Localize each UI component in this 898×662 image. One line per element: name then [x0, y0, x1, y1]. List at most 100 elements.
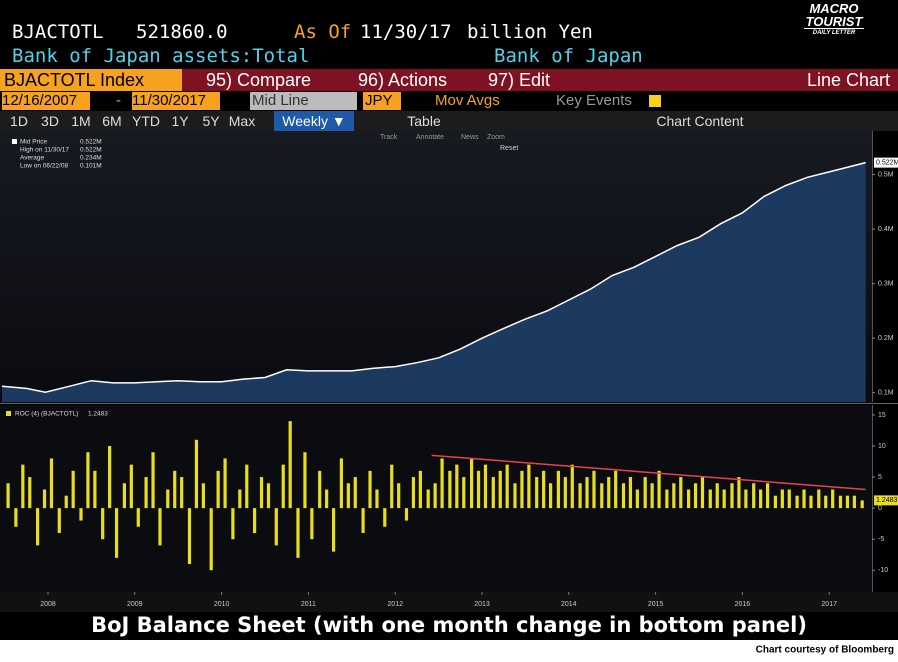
roc-bar	[266, 483, 271, 509]
roc-bar	[621, 483, 626, 509]
roc-bar	[845, 495, 850, 509]
last-value-tag	[874, 157, 898, 168]
period-button[interactable]: 1Y	[171, 113, 189, 129]
x-tick-label: 2009	[127, 601, 143, 608]
roc-bar	[325, 489, 329, 509]
legend-label: High on 11/30/17	[20, 147, 69, 154]
roc-bar	[209, 508, 213, 571]
roc-bar	[353, 477, 357, 509]
roc-bar	[71, 470, 75, 509]
roc-bar	[274, 508, 278, 546]
roc-bar	[715, 483, 719, 509]
period-button[interactable]: 6M	[102, 113, 122, 129]
y-tick-label: 15	[878, 412, 886, 419]
mov-avgs[interactable]: Mov Avgs	[435, 92, 500, 109]
x-tick-label: 2011	[301, 601, 316, 608]
key-events[interactable]: Key Events	[556, 92, 632, 109]
legend-value: 0.101M	[80, 163, 102, 170]
roc-bar	[765, 483, 770, 509]
chart-content[interactable]: Chart Content	[656, 113, 744, 129]
roc-bar	[201, 483, 205, 509]
source: Bank of Japan	[494, 45, 643, 67]
legend-label: ROC (4) (BJACTOTL)	[15, 411, 78, 418]
roc-bar	[752, 483, 756, 509]
roc-bar	[331, 508, 336, 552]
roc-bar	[194, 439, 199, 509]
roc-bar	[643, 477, 647, 509]
period-button[interactable]: Max	[228, 113, 256, 129]
roc-bar	[158, 508, 162, 546]
legend-swatch	[12, 139, 17, 144]
period-button[interactable]: 1D	[10, 113, 28, 129]
roc-bar	[505, 464, 509, 509]
roc-bar	[700, 477, 705, 509]
roc-bar	[223, 458, 227, 509]
x-tick-label: 2016	[735, 601, 751, 608]
frequency[interactable]: Weekly ▼	[274, 111, 354, 131]
period-button[interactable]: 5Y	[202, 113, 220, 129]
legend-value: 0.522M	[80, 147, 102, 154]
chart-tool: Annotate	[416, 134, 444, 141]
roc-bar	[476, 470, 481, 509]
ticker: BJACTOTL	[12, 21, 104, 43]
start-date[interactable]: 12/16/2007	[2, 92, 90, 110]
roc-bar	[831, 489, 835, 509]
edit-button[interactable]: 97) Edit	[488, 70, 551, 90]
last-value-tag	[874, 495, 898, 506]
roc-bar	[114, 508, 119, 558]
roc-bar	[679, 477, 683, 509]
roc-bar	[556, 470, 560, 509]
price-field[interactable]: Mid Line	[250, 92, 357, 110]
roc-bar	[527, 464, 531, 509]
currency[interactable]: JPY	[363, 92, 401, 110]
roc-bar	[635, 489, 639, 509]
x-tick-label: 2010	[214, 601, 230, 608]
roc-bar	[397, 483, 401, 509]
info-icon[interactable]	[649, 95, 661, 107]
roc-bar	[49, 458, 54, 509]
y-tick-label: 10	[878, 443, 886, 450]
roc-bar	[310, 508, 314, 540]
period-button[interactable]: YTD	[132, 113, 160, 129]
roc-bar	[657, 470, 661, 509]
roc-bar	[42, 489, 47, 509]
period-button[interactable]: 1M	[71, 113, 91, 129]
roc-bar	[426, 489, 430, 509]
roc-bar	[339, 458, 343, 509]
caption-bar	[0, 612, 898, 640]
roc-bar	[318, 470, 322, 509]
compare-button[interactable]: 95) Compare	[206, 70, 312, 90]
roc-bar	[238, 489, 242, 509]
security-field[interactable]: BJACTOTL Index	[0, 69, 182, 91]
roc-bar	[144, 477, 148, 509]
roc-bar	[361, 508, 365, 533]
roc-bar	[860, 500, 864, 509]
chart-type[interactable]: Line Chart	[806, 70, 890, 90]
last-value-label: 1.2483	[876, 497, 898, 504]
roc-bar	[296, 508, 300, 558]
roc-bar	[151, 452, 155, 509]
roc-bar	[607, 477, 611, 509]
caption: BoJ Balance Sheet (with one month change…	[91, 613, 807, 637]
period-button[interactable]: 3D	[41, 113, 59, 129]
roc-bar	[535, 477, 539, 509]
roc-bar	[375, 489, 379, 509]
roc-bar	[245, 464, 249, 509]
roc-bar	[722, 489, 726, 509]
roc-bar	[28, 477, 32, 509]
actions-button[interactable]: 96) Actions	[358, 70, 448, 90]
roc-bar	[570, 464, 574, 509]
roc-bar	[35, 508, 40, 546]
y-tick-label: -5	[878, 536, 884, 543]
roc-bar	[773, 495, 777, 509]
roc-bar	[136, 508, 140, 527]
roc-bar	[259, 477, 264, 509]
end-date[interactable]: 11/30/2017	[132, 92, 220, 110]
logo: MACRO TOURIST DAILY LETTER	[776, 2, 892, 42]
price-line	[1, 161, 866, 393]
roc-bar	[252, 508, 257, 533]
table-button[interactable]: Table	[407, 113, 441, 129]
roc-bar	[650, 483, 654, 509]
legend-value: 1.2483	[88, 411, 108, 418]
y-tick-label: 0.1M	[878, 390, 894, 397]
